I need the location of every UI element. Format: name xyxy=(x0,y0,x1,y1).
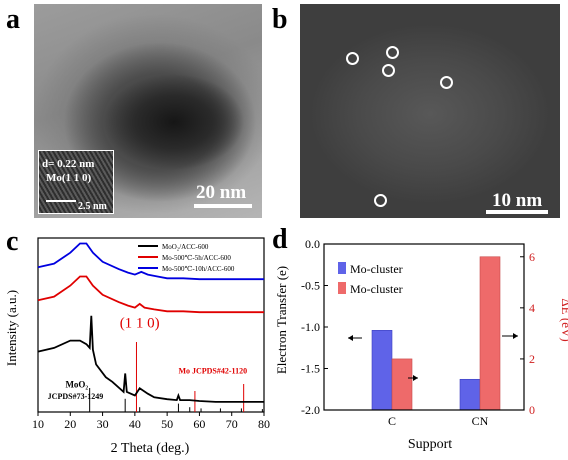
x-tick-label: 80 xyxy=(258,417,270,431)
x-tick-label: 40 xyxy=(129,417,141,431)
left-tick-label: -1.5 xyxy=(301,362,320,376)
moo2-name-label: MoO₂ xyxy=(65,379,88,389)
bar-delta-e-CN xyxy=(479,256,501,411)
right-tick-label: 6 xyxy=(529,250,535,264)
plane-annotation: (1 1 0) xyxy=(120,316,160,332)
x-tick-label: 20 xyxy=(64,417,76,431)
arrow-left-c-head xyxy=(348,335,353,341)
x-tick-label: 60 xyxy=(193,417,205,431)
scale-bar-a xyxy=(194,204,252,208)
series-line-0 xyxy=(37,315,264,403)
xrd-chart: 10 20 30 40 50 60 70 80 MoO₂/ACC-600 Mo-500℃-5h/A… xyxy=(4,237,270,456)
left-tick-label: -0.5 xyxy=(301,279,320,293)
mo-reference-label: Mo JCPDS#42-1120 xyxy=(178,367,247,376)
x-tick-label: 30 xyxy=(97,417,109,431)
left-tick-label: -2.0 xyxy=(301,403,320,417)
inset-scale-label: 2.5 nm xyxy=(78,201,107,212)
inset-d-spacing: d= 0.22 nm xyxy=(42,158,95,170)
legend-label-0: MoO₂/ACC-600 xyxy=(162,243,209,251)
y-axis-label: Intensity (a.u.) xyxy=(4,290,19,366)
right-axis-label: ΔE (eV) xyxy=(559,298,568,341)
bar-electron-transfer-CN xyxy=(459,378,481,411)
inset-plane: Mo(1 1 0) xyxy=(46,172,92,184)
arrow-right-c-head xyxy=(413,375,418,381)
cluster-marker xyxy=(374,194,387,207)
arrow-right-cn-head xyxy=(513,333,518,339)
panel-letter-c: c xyxy=(6,226,19,257)
electron-transfer-chart: C CN 0.0 -0.5 -1.0 -1.5 -2.0 0 2 4 6 Mo-cluster Mo-c… xyxy=(274,237,568,452)
tem-image-a: d= 0.22 nm Mo(1 1 0) 2.5 nm 20 nm xyxy=(34,4,262,218)
cluster-marker xyxy=(346,52,359,65)
x-tick-label: 70 xyxy=(226,417,238,431)
legend-label-2: Mo-500℃-10h/ACC-600 xyxy=(162,265,235,273)
left-tick-label: 0.0 xyxy=(305,237,320,251)
right-tick-label: 4 xyxy=(529,301,535,315)
cluster-marker xyxy=(440,76,453,89)
right-tick-label: 2 xyxy=(529,352,535,366)
right-tick-label: 0 xyxy=(529,403,535,417)
x-tick-label: 50 xyxy=(161,417,173,431)
plot-frame xyxy=(37,237,265,413)
legend-label-1: Mo-cluster xyxy=(350,282,403,296)
bar-electron-transfer-C xyxy=(371,330,393,411)
left-tick-label: -1.0 xyxy=(301,320,320,334)
x-axis-label: Support xyxy=(408,437,452,452)
cluster-marker xyxy=(382,64,395,77)
left-axis-label: Electron Transfer (e) xyxy=(274,266,289,374)
x-tick-label: 10 xyxy=(32,417,44,431)
scale-label-a: 20 nm xyxy=(196,182,247,203)
series-line-1 xyxy=(37,275,264,314)
series-line-2 xyxy=(37,242,264,281)
category-label: CN xyxy=(472,414,489,428)
inset-scale-bar xyxy=(46,200,76,202)
panel-letter-b: b xyxy=(272,4,288,35)
moo2-reference-label: JCPDS#73-1249 xyxy=(48,392,104,401)
category-label: C xyxy=(388,414,396,428)
panel-letter-d: d xyxy=(272,224,288,255)
legend-label-0: Mo-cluster xyxy=(350,262,403,276)
scale-bar-b xyxy=(486,210,548,214)
legend-label-1: Mo-500℃-5h/ACC-600 xyxy=(162,254,231,262)
legend-swatch-1 xyxy=(338,282,346,294)
bar-delta-e-C xyxy=(391,358,413,411)
cluster-marker xyxy=(386,46,399,59)
panel-letter-a: a xyxy=(6,4,20,35)
hrtem-inset xyxy=(38,150,114,214)
x-axis-label: 2 Theta (deg.) xyxy=(111,441,190,456)
legend-swatch-0 xyxy=(338,262,346,274)
scale-label-b: 10 nm xyxy=(492,190,543,211)
haadf-image-b: 10 nm xyxy=(300,4,560,218)
